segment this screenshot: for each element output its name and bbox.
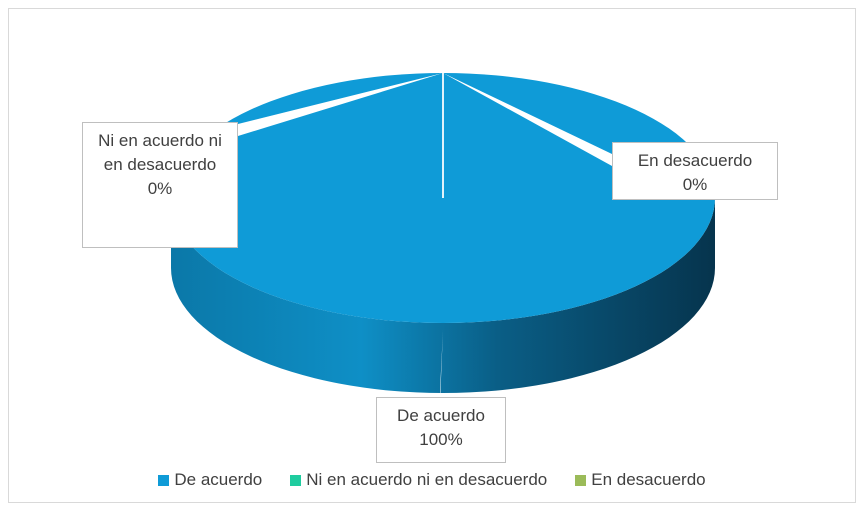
callout-pointer (440, 330, 443, 403)
data-label-category: En desacuerdo (637, 151, 753, 170)
data-label: En desacuerdo 0% (612, 142, 778, 200)
data-label-value: 0% (147, 179, 173, 198)
legend-label: En desacuerdo (591, 470, 706, 489)
legend-label: Ni en acuerdo ni en desacuerdo (306, 470, 548, 489)
legend-item: Ni en acuerdo ni en desacuerdo (290, 470, 547, 490)
legend-item: De acuerdo (158, 470, 262, 490)
data-label-category: Ni en acuerdo ni en desacuerdo (98, 131, 222, 174)
data-label-value: 100% (419, 430, 463, 449)
legend-label: De acuerdo (174, 470, 263, 489)
callout-pointer (443, 73, 612, 166)
legend: De acuerdo Ni en acuerdo ni en desacuerdo… (0, 470, 864, 490)
legend-swatch (158, 474, 170, 486)
data-label: Ni en acuerdo ni en desacuerdo 0% (82, 122, 238, 248)
legend-swatch (575, 474, 587, 486)
data-label-value: 0% (682, 175, 708, 194)
callout-pointer (238, 73, 443, 136)
data-label: De acuerdo 100% (376, 397, 506, 463)
data-label-category: De acuerdo (397, 406, 485, 425)
legend-item: En desacuerdo (575, 470, 706, 490)
legend-swatch (290, 474, 302, 486)
pie-side (171, 198, 715, 393)
